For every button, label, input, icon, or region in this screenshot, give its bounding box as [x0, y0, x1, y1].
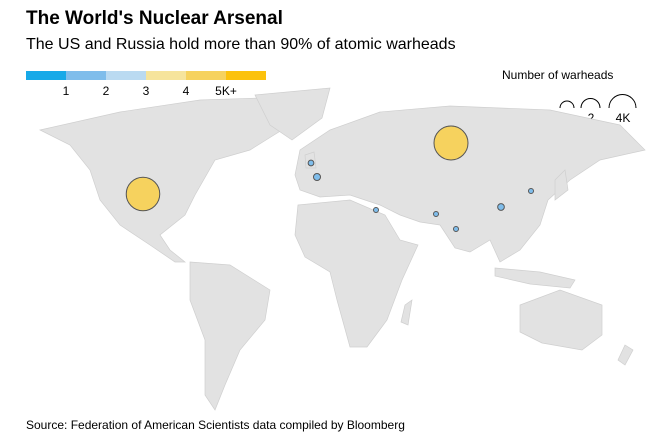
new-zealand — [617, 344, 634, 366]
madagascar — [400, 299, 413, 326]
color-scale-tick: 1 — [62, 84, 70, 98]
size-arc-2 — [580, 98, 601, 109]
bubble-united-states — [125, 176, 161, 212]
size-label: 1 — [563, 111, 571, 125]
bubble-india — [453, 226, 459, 232]
chart-subtitle: The US and Russia hold more than 90% of … — [26, 36, 456, 53]
australia — [519, 289, 603, 351]
chart-title: The World's Nuclear Arsenal — [26, 8, 283, 29]
color-scale-swatch — [66, 71, 106, 80]
color-scale-swatch — [226, 71, 266, 80]
source-note: Source: Federation of American Scientist… — [26, 418, 405, 432]
color-scale-tick: 3 — [142, 84, 150, 98]
africa — [294, 199, 419, 348]
color-scale-tick: 5K+ — [215, 84, 237, 98]
indonesia — [494, 267, 576, 289]
color-scale-swatch — [26, 71, 66, 80]
size-arc-4k — [608, 94, 637, 109]
size-label: 4K — [615, 111, 631, 125]
size-arc-1 — [559, 100, 575, 109]
japan — [554, 169, 569, 201]
size-label: 2 — [587, 111, 595, 125]
bubble-pakistan — [433, 211, 439, 217]
uk — [304, 151, 317, 169]
color-scale-legend — [26, 71, 266, 80]
color-scale-tick: 4 — [182, 84, 190, 98]
bubble-united-kingdom — [307, 159, 315, 167]
bubble-china — [497, 203, 505, 211]
color-scale-swatch — [106, 71, 146, 80]
bubble-france — [312, 172, 322, 182]
size-legend-title: Number of warheads — [502, 68, 614, 82]
south-america — [189, 261, 271, 411]
bubble-israel — [373, 207, 379, 213]
color-scale-swatch — [186, 71, 226, 80]
bubble-russia — [433, 125, 469, 161]
color-scale-tick: 2 — [102, 84, 110, 98]
color-scale-swatch — [146, 71, 186, 80]
bubble-north-korea — [528, 188, 534, 194]
